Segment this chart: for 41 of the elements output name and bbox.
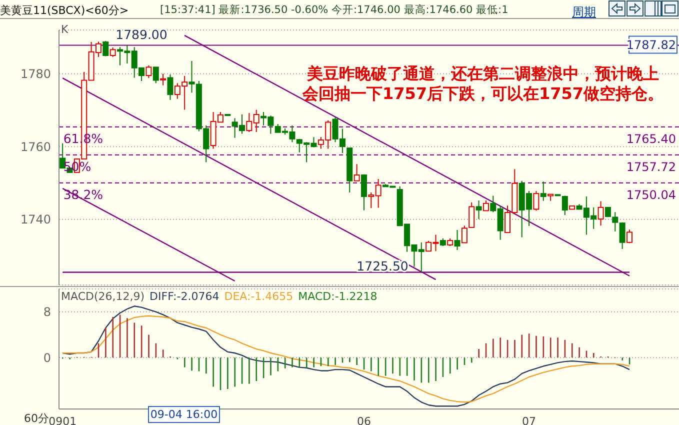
text: 周期 (572, 4, 596, 21)
candlestick (598, 200, 604, 226)
series-label: DIFF:-2.0764 (150, 290, 220, 303)
candlestick (626, 229, 632, 244)
candlestick (152, 66, 159, 84)
candlestick (540, 181, 546, 202)
candlestick (562, 195, 568, 216)
y-tick-label: 0 (43, 350, 51, 365)
ref-line-label: 1750.04 (626, 188, 676, 202)
candlestick (146, 64, 152, 79)
text: 60分 (24, 411, 49, 425)
annotation: 1789.00 (116, 26, 168, 42)
annotation: K (61, 22, 68, 38)
ref-line-label: 1765.40 (626, 132, 676, 146)
y-tick-label: 8 (43, 305, 51, 320)
chart-title: MACD(26,12,9) (61, 290, 145, 303)
candlestick (354, 164, 360, 182)
x-tick-label: 06 (356, 414, 371, 425)
candlestick (533, 190, 540, 212)
annotation: 09-04 16:00 (148, 406, 220, 423)
candlestick (476, 200, 482, 220)
chart-title: 美黄豆11(SBCX)<60分> (0, 3, 129, 18)
annotation: 会回抽一下1757后下跌，可以在1757做空持仓。 (301, 84, 665, 104)
y-tick-label: 1760 (20, 140, 51, 154)
annotation: 美豆昨晚破了通道，还在第二调整浪中，预计晚上 (306, 64, 660, 84)
annotation: 1725.50 (356, 258, 408, 274)
text: MACD:-1.2218 (298, 290, 378, 303)
x-tick-label: 0901 (48, 414, 77, 425)
chart-subtitle: [15:37:41] 最新:1736.50 -0.60% 今开:1746.00 最高:1746.60 最低:1 (160, 3, 508, 17)
candlestick (102, 40, 109, 57)
candlestick (360, 174, 367, 211)
y-tick-label: 1780 (20, 66, 51, 81)
text: DEA:-1.4655 (224, 290, 294, 303)
candlestick (482, 200, 489, 212)
candlestick (160, 73, 166, 86)
x-tick-label: 07 (522, 414, 536, 425)
y-tick-label: 1740 (20, 212, 51, 227)
candlestick (110, 46, 116, 58)
candlestick (167, 74, 174, 100)
candlestick (454, 229, 460, 251)
ref-line-label: 1757.72 (626, 160, 676, 174)
